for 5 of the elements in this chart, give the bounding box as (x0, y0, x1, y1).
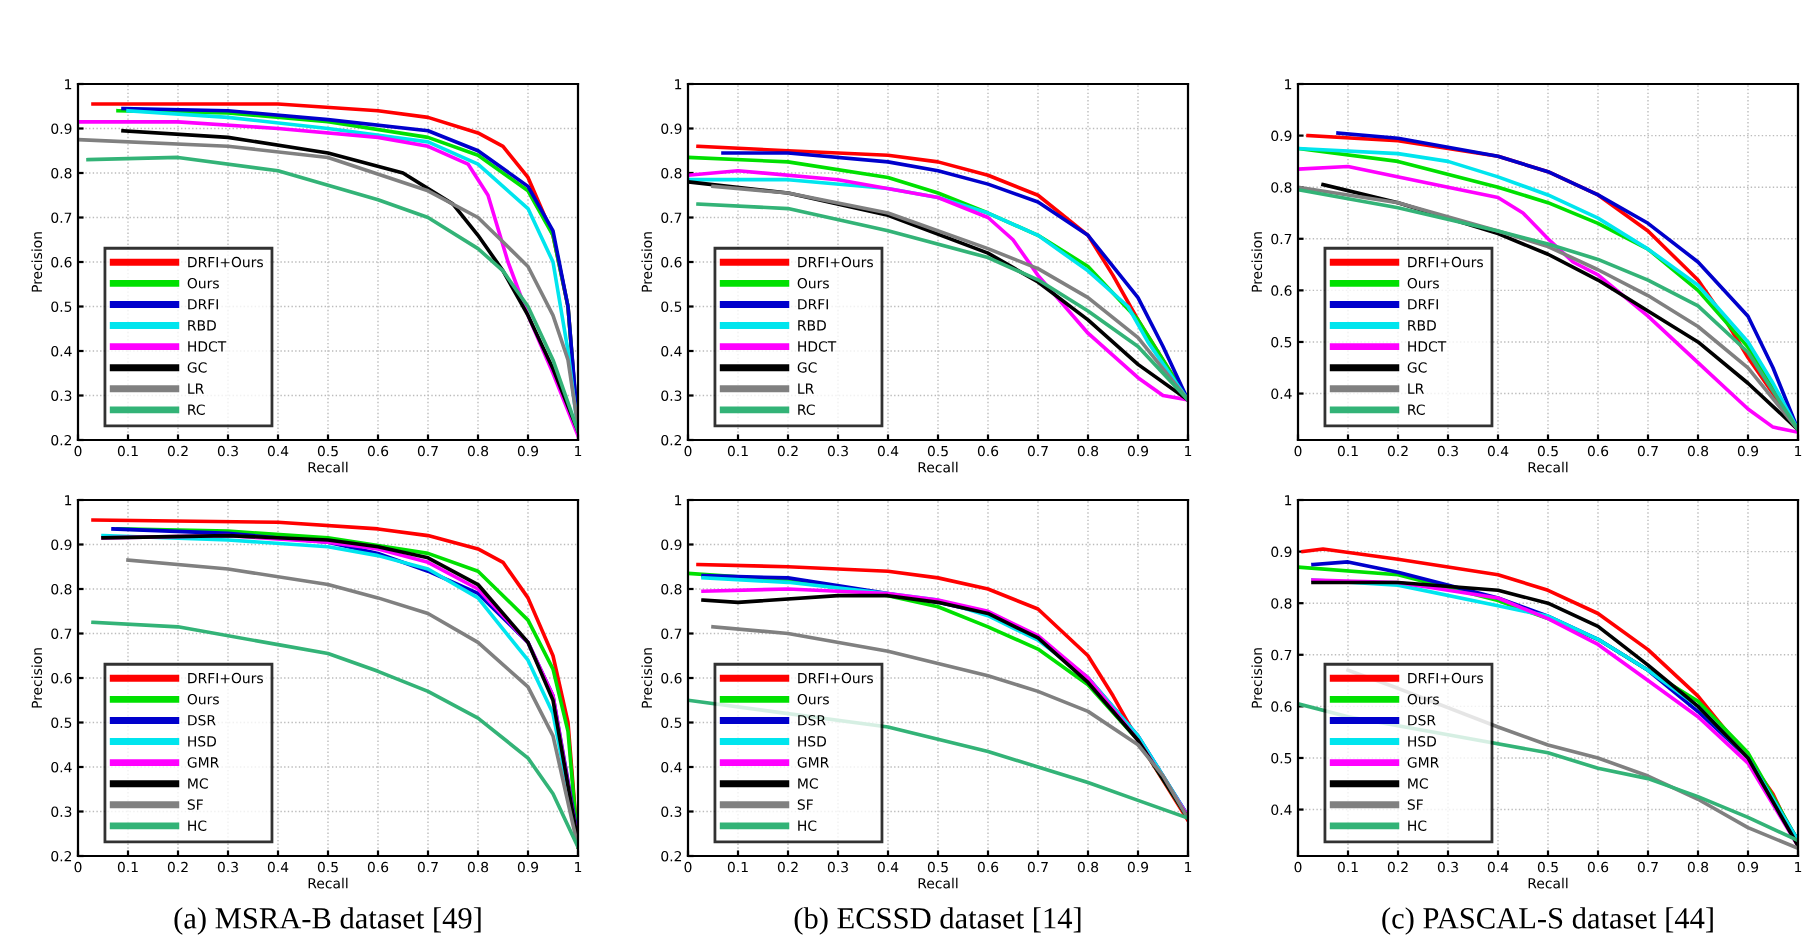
line-series (91, 620, 578, 849)
text: (b) ECSSD dataset [14] (794, 907, 1081, 935)
text: (c) PASCAL-S dataset [44] (1382, 907, 1713, 935)
line-series (711, 625, 1188, 820)
text: (a) MSRA-B dataset [49] (174, 907, 481, 935)
